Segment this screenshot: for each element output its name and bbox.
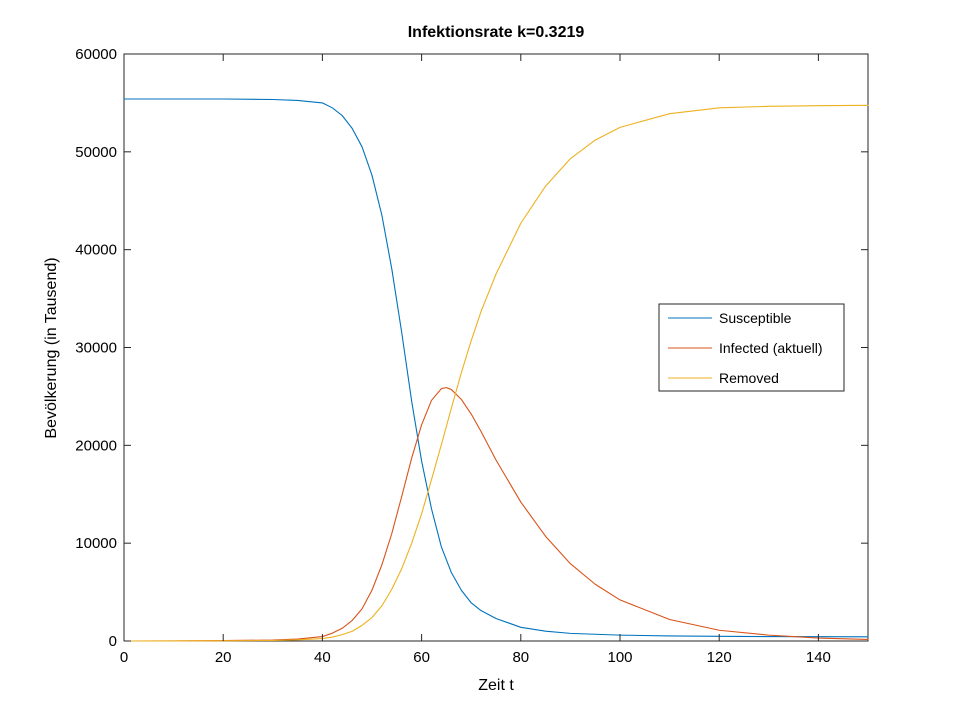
legend: Susceptible Infected (aktuell) Removed [658, 303, 845, 392]
x-tick-label: 80 [512, 649, 529, 666]
x-tick-label: 20 [215, 649, 232, 666]
x-tick-label: 0 [120, 649, 128, 666]
legend-label: Susceptible [719, 310, 792, 326]
x-tick-label: 40 [314, 649, 331, 666]
y-tick-label: 20000 [75, 437, 117, 454]
x-tick-label: 140 [806, 649, 831, 666]
y-tick-label: 30000 [75, 340, 117, 357]
chart-title: Infektionsrate k=0.3219 [408, 24, 585, 41]
y-tick-label: 60000 [75, 46, 117, 63]
y-axis-label: Bevölkerung (in Tausend) [43, 257, 60, 438]
series-line-3 [123, 104, 869, 642]
legend-label: Infected (aktuell) [719, 340, 823, 356]
series-layer [123, 98, 869, 642]
y-tick-label: 50000 [75, 144, 117, 161]
x-axis-label: Zeit t [478, 677, 514, 694]
y-tick-label: 40000 [75, 242, 117, 259]
legend-label: Removed [719, 370, 779, 386]
series-line-1 [123, 98, 869, 638]
series-line-2 [123, 387, 869, 642]
y-tick-label: 0 [109, 633, 117, 650]
ticks-layer: 0 20 40 60 80 100 120 140 0 10000 20000 30000 40000 5… [75, 46, 868, 666]
x-tick-label: 60 [413, 649, 430, 666]
x-tick-label: 120 [707, 649, 732, 666]
y-tick-label: 10000 [75, 535, 117, 552]
x-tick-label: 100 [607, 649, 632, 666]
